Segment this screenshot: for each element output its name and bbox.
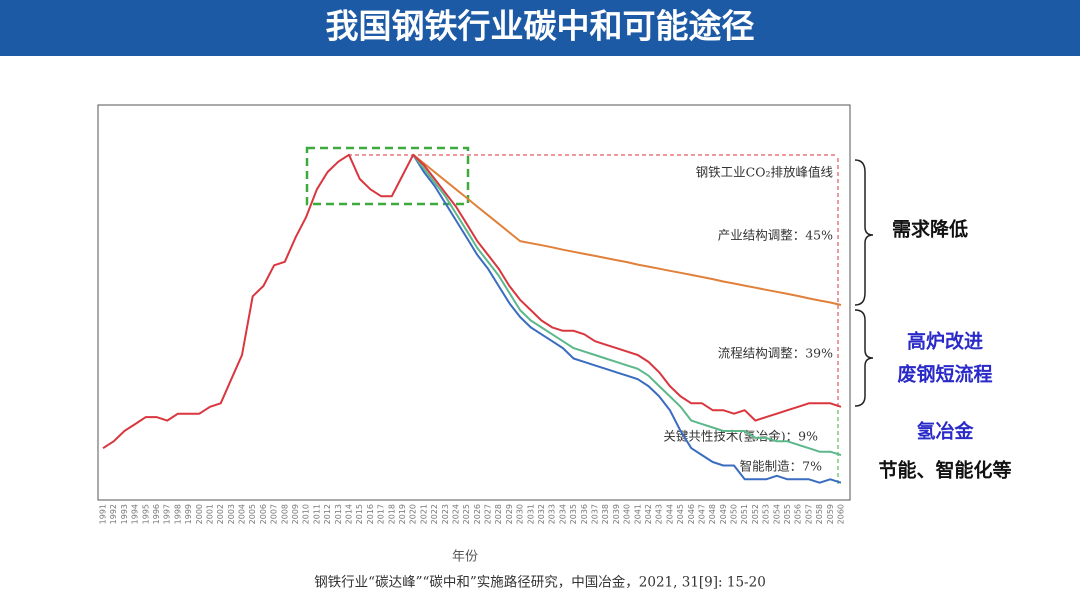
x-tick-label: 2053 bbox=[762, 504, 771, 524]
title-bar bbox=[0, 0, 1080, 56]
x-tick-label: 2056 bbox=[794, 504, 803, 524]
x-tick-label: 2047 bbox=[697, 504, 706, 524]
x-tick-label: 2035 bbox=[569, 504, 578, 524]
x-tick-label: 2028 bbox=[494, 504, 503, 524]
x-tick-label: 2013 bbox=[334, 504, 343, 524]
x-tick-label: 1992 bbox=[109, 504, 118, 524]
annotation: 产业结构调整：45% bbox=[718, 228, 833, 243]
x-tick-label: 2046 bbox=[687, 504, 696, 524]
side-label: 氢冶金 bbox=[916, 420, 974, 443]
x-tick-label: 1998 bbox=[173, 504, 182, 524]
x-tick-label: 2034 bbox=[558, 504, 567, 524]
series-line bbox=[412, 154, 842, 457]
x-tick-label: 2015 bbox=[355, 504, 364, 524]
x-tick-label: 2054 bbox=[772, 504, 781, 524]
x-tick-label: 2018 bbox=[387, 504, 396, 524]
x-tick-label: 2014 bbox=[345, 504, 354, 524]
x-tick-label: 2057 bbox=[804, 504, 813, 524]
x-tick-label: 2010 bbox=[302, 504, 311, 524]
x-tick-label: 1995 bbox=[141, 504, 150, 524]
x-tick-label: 2022 bbox=[430, 504, 439, 524]
x-tick-label: 1996 bbox=[152, 504, 161, 524]
x-tick-label: 2033 bbox=[548, 504, 557, 524]
x-tick-label: 1993 bbox=[120, 504, 129, 524]
x-tick-label: 2040 bbox=[623, 504, 632, 524]
x-tick-label: 2058 bbox=[815, 504, 824, 524]
side-label: 节能、智能化等 bbox=[878, 459, 1011, 482]
x-tick-label: 2019 bbox=[398, 504, 407, 524]
x-tick-label: 2016 bbox=[366, 504, 375, 524]
x-tick-label: 1991 bbox=[99, 504, 108, 524]
x-tick-label: 2049 bbox=[719, 504, 728, 524]
x-axis-label: 年份 bbox=[452, 550, 478, 565]
x-tick-label: 2043 bbox=[655, 504, 664, 524]
x-tick-label: 2000 bbox=[195, 504, 204, 524]
x-tick-label: 2041 bbox=[633, 504, 642, 524]
plot-frame bbox=[97, 104, 851, 501]
x-tick-label: 2036 bbox=[580, 504, 589, 524]
annotation: 关键共性技术(氢冶金)：9% bbox=[663, 429, 818, 444]
x-tick-label: 2009 bbox=[291, 504, 300, 524]
side-label: 需求降低 bbox=[892, 218, 968, 241]
x-tick-label: 2026 bbox=[473, 504, 482, 524]
x-tick-label: 2051 bbox=[740, 504, 749, 524]
x-tick-label: 2003 bbox=[227, 504, 236, 524]
x-tick-label: 2006 bbox=[259, 504, 268, 524]
x-tick-label: 2031 bbox=[526, 504, 535, 524]
x-tick-label: 2029 bbox=[505, 504, 514, 524]
x-tick-label: 1997 bbox=[163, 504, 172, 524]
slide-title: 我国钢铁行业碳中和可能途径 bbox=[326, 7, 755, 46]
x-tick-label: 2050 bbox=[730, 504, 739, 524]
side-label: 废钢短流程 bbox=[897, 363, 992, 386]
x-tick-label: 2030 bbox=[516, 504, 525, 524]
x-tick-label: 2027 bbox=[484, 504, 493, 524]
x-tick-label: 2012 bbox=[323, 504, 332, 524]
x-tick-label: 2002 bbox=[216, 504, 225, 524]
x-tick-label: 2039 bbox=[612, 504, 621, 524]
x-tick-label: 1999 bbox=[184, 504, 193, 524]
x-tick-label: 2042 bbox=[644, 504, 653, 524]
x-tick-label: 2048 bbox=[708, 504, 717, 524]
x-tick-label: 2037 bbox=[591, 504, 600, 524]
x-tick-label: 2001 bbox=[205, 504, 214, 524]
x-tick-label: 2059 bbox=[826, 504, 835, 524]
annotation: 钢铁工业CO₂排放峰值线 bbox=[696, 165, 834, 180]
x-tick-label: 2052 bbox=[751, 504, 760, 524]
x-tick-label: 2017 bbox=[377, 504, 386, 524]
x-tick-label: 2060 bbox=[837, 504, 846, 524]
series-line bbox=[412, 154, 842, 306]
x-tick-label: 2025 bbox=[462, 504, 471, 524]
x-tick-label: 2021 bbox=[419, 504, 428, 524]
x-tick-label: 2032 bbox=[537, 504, 546, 524]
x-tick-label: 2007 bbox=[270, 504, 279, 524]
side-label: 高炉改进 bbox=[907, 330, 983, 353]
x-tick-label: 2005 bbox=[248, 504, 257, 524]
x-tick-label: 2038 bbox=[601, 504, 610, 524]
x-tick-label: 2044 bbox=[665, 504, 674, 524]
peak-box bbox=[305, 146, 470, 206]
brace bbox=[854, 159, 874, 306]
x-tick-label: 2055 bbox=[783, 504, 792, 524]
x-tick-label: 2004 bbox=[238, 504, 247, 524]
annotation: 智能制造：7% bbox=[740, 459, 822, 474]
x-tick-label: 2020 bbox=[409, 504, 418, 524]
brace bbox=[854, 309, 874, 407]
source: 钢铁行业“碳达峰”“碳中和”实施路径研究，中国冶金，2021, 31[9]: 1… bbox=[314, 575, 766, 591]
x-tick-label: 2024 bbox=[451, 504, 460, 524]
x-tick-label: 2008 bbox=[280, 504, 289, 524]
series-line bbox=[412, 154, 842, 484]
x-tick-label: 2045 bbox=[676, 504, 685, 524]
x-tick-label: 1994 bbox=[131, 504, 140, 524]
x-tick-label: 2011 bbox=[312, 504, 321, 524]
x-tick-label: 2023 bbox=[441, 504, 450, 524]
annotation: 流程结构调整：39% bbox=[718, 346, 833, 361]
series-line bbox=[102, 153, 842, 450]
